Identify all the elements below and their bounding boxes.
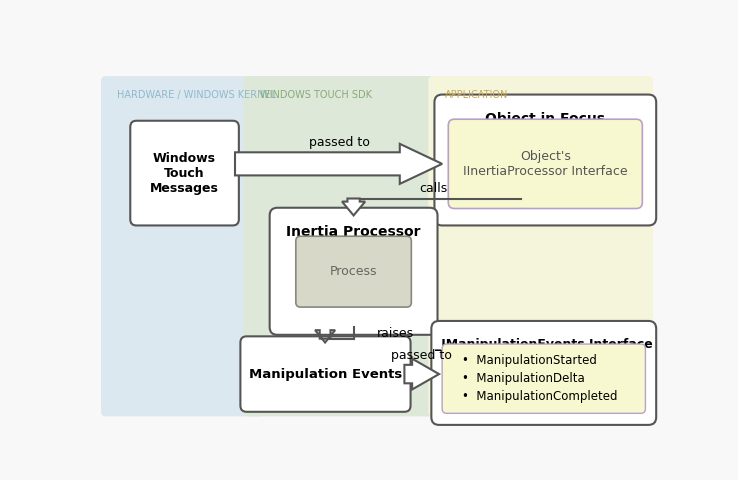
Text: Inertia Processor: Inertia Processor — [286, 226, 421, 240]
Polygon shape — [315, 330, 335, 343]
Text: HARDWARE / WINDOWS KERNEL: HARDWARE / WINDOWS KERNEL — [117, 90, 276, 99]
FancyBboxPatch shape — [435, 95, 656, 226]
Text: passed to: passed to — [391, 349, 452, 362]
FancyBboxPatch shape — [442, 344, 646, 413]
FancyBboxPatch shape — [241, 336, 410, 412]
FancyBboxPatch shape — [269, 208, 438, 335]
FancyBboxPatch shape — [296, 236, 411, 307]
Text: passed to: passed to — [308, 136, 370, 149]
Text: Manipulation Events: Manipulation Events — [249, 368, 402, 381]
Text: APPLICATION: APPLICATION — [444, 90, 508, 99]
FancyBboxPatch shape — [448, 119, 642, 208]
Text: •  ManipulationDelta: • ManipulationDelta — [462, 372, 585, 385]
FancyBboxPatch shape — [101, 76, 264, 417]
FancyBboxPatch shape — [431, 321, 656, 425]
Text: Process: Process — [330, 265, 377, 278]
FancyBboxPatch shape — [244, 76, 449, 417]
Text: Windows
Touch
Messages: Windows Touch Messages — [150, 152, 219, 194]
Text: calls: calls — [418, 182, 447, 195]
Text: •  ManipulationCompleted: • ManipulationCompleted — [462, 390, 618, 403]
Text: •  ManipulationStarted: • ManipulationStarted — [462, 354, 597, 368]
FancyBboxPatch shape — [131, 121, 239, 226]
Text: Object's
IInertiaProcessor Interface: Object's IInertiaProcessor Interface — [463, 150, 627, 178]
Text: _IManipulationEvents Interface: _IManipulationEvents Interface — [435, 337, 652, 350]
FancyBboxPatch shape — [428, 76, 653, 417]
Polygon shape — [235, 144, 442, 184]
Text: WINDOWS TOUCH SDK: WINDOWS TOUCH SDK — [260, 90, 372, 99]
Polygon shape — [404, 359, 439, 389]
Polygon shape — [342, 199, 365, 216]
Text: Object in Focus: Object in Focus — [486, 112, 605, 126]
Text: raises: raises — [376, 327, 414, 340]
